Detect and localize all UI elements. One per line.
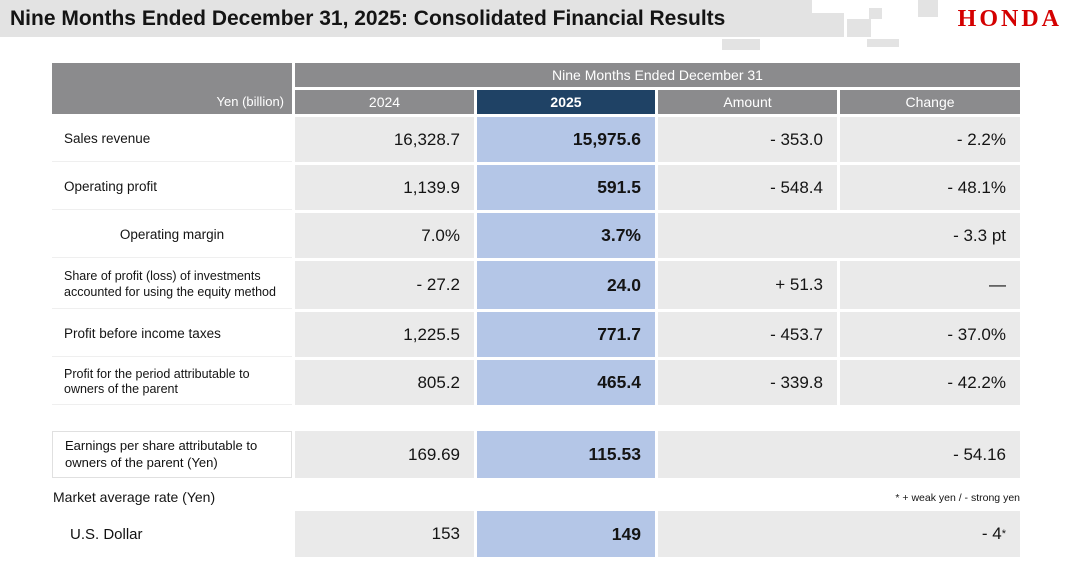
mosaic-square xyxy=(847,19,871,37)
usd-change-value: - 4 xyxy=(981,524,1002,543)
column-header-amount: Amount xyxy=(658,90,837,114)
cell-change: - 4 * xyxy=(658,511,1020,557)
column-header-2025: 2025 xyxy=(477,90,655,114)
cell-change: - 54.16 xyxy=(658,431,1020,478)
row-label: Earnings per share attributable to owner… xyxy=(52,431,292,478)
cell-2024: 153 xyxy=(295,511,474,557)
cell-2024: 7.0% xyxy=(295,213,474,258)
cell-2024: 805.2 xyxy=(295,360,474,405)
cell-change: - 3.3 pt xyxy=(658,213,1020,258)
mosaic-square xyxy=(918,0,938,17)
cell-2025: 115.53 xyxy=(477,431,655,478)
cell-amount: - 453.7 xyxy=(658,312,837,357)
mosaic-square xyxy=(812,13,844,37)
page-title: Nine Months Ended December 31, 2025: Con… xyxy=(10,7,726,30)
row-label: Operating profit xyxy=(52,165,292,210)
honda-logo: HONDA xyxy=(957,6,1062,32)
cell-change: - 42.2% xyxy=(840,360,1020,405)
cell-amount: + 51.3 xyxy=(658,261,837,309)
cell-2024: 16,328.7 xyxy=(295,117,474,162)
cell-2024: - 27.2 xyxy=(295,261,474,309)
cell-amount: - 353.0 xyxy=(658,117,837,162)
market-rate-label: Market average rate (Yen) xyxy=(53,489,216,505)
cell-2025: 15,975.6 xyxy=(477,117,655,162)
yen-footnote: * + weak yen / - strong yen xyxy=(895,492,1020,504)
column-header-2024: 2024 xyxy=(295,90,474,114)
cell-2024: 169.69 xyxy=(295,431,474,478)
column-header-change: Change xyxy=(840,90,1020,114)
cell-2025: 771.7 xyxy=(477,312,655,357)
eps-row: Earnings per share attributable to owner… xyxy=(52,431,1020,478)
mosaic-square xyxy=(869,8,882,19)
cell-amount: - 339.8 xyxy=(658,360,837,405)
usd-rate-row: U.S. Dollar 153 149 - 4 * xyxy=(52,511,1020,557)
cell-2025: 3.7% xyxy=(477,213,655,258)
row-label: Operating margin xyxy=(52,213,292,258)
cell-change: - 2.2% xyxy=(840,117,1020,162)
cell-change: - 48.1% xyxy=(840,165,1020,210)
cell-2025: 591.5 xyxy=(477,165,655,210)
span-header: Nine Months Ended December 31 xyxy=(295,63,1020,87)
title-band xyxy=(0,0,812,37)
cell-2025: 465.4 xyxy=(477,360,655,405)
cell-change: — xyxy=(840,261,1020,309)
row-label: Profit before income taxes xyxy=(52,312,292,357)
financial-results-table: Yen (billion) Nine Months Ended December… xyxy=(52,63,1020,405)
cell-2025: 149 xyxy=(477,511,655,557)
mosaic-square xyxy=(722,39,760,50)
row-label: Sales revenue xyxy=(52,117,292,162)
cell-change: - 37.0% xyxy=(840,312,1020,357)
cell-2025: 24.0 xyxy=(477,261,655,309)
mosaic-square xyxy=(867,39,899,47)
cell-amount: - 548.4 xyxy=(658,165,837,210)
cell-2024: 1,225.5 xyxy=(295,312,474,357)
row-label: Share of profit (loss) of investments ac… xyxy=(52,261,292,309)
row-label: Profit for the period attributable to ow… xyxy=(52,360,292,405)
row-label: U.S. Dollar xyxy=(70,525,143,543)
cell-2024: 1,139.9 xyxy=(295,165,474,210)
unit-header: Yen (billion) xyxy=(52,63,292,114)
